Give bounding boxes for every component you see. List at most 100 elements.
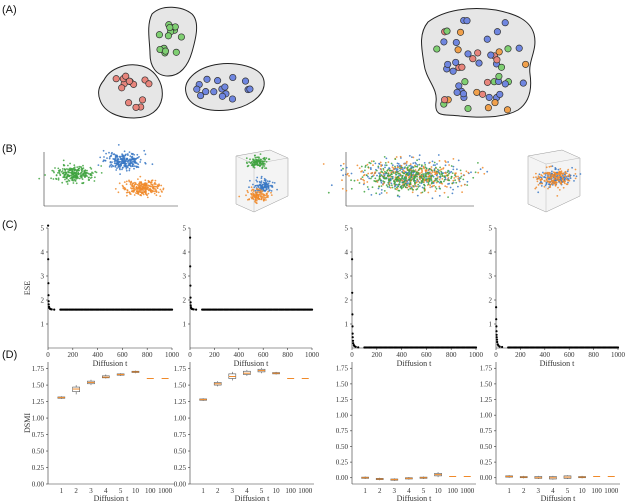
scatter-point-orange	[146, 196, 149, 199]
mixed-dot	[479, 90, 487, 98]
scatter-point-green	[86, 169, 88, 172]
scatter-point-green	[38, 177, 41, 180]
scatter-point-orange	[421, 169, 423, 172]
scatter-point-green	[414, 170, 416, 173]
scatter-point-blue	[109, 161, 112, 164]
scatter-point-blue	[418, 158, 421, 161]
scatter-point-green	[82, 174, 85, 177]
scatter-point-orange	[412, 156, 415, 159]
data-point	[474, 346, 478, 349]
scatter3d-point-orange	[262, 199, 265, 202]
scatter-point-green	[404, 186, 407, 188]
scatter-point-orange	[423, 179, 426, 182]
scatter3d-point-blue	[544, 184, 547, 187]
scatter-point-orange	[155, 191, 158, 194]
y-tick-label: 1.50	[174, 381, 187, 389]
y-tick-label: 0.50	[336, 443, 349, 451]
scatter-point-green	[401, 181, 404, 184]
mixed-dot	[473, 88, 481, 96]
scatter-point-blue	[447, 183, 449, 185]
scatter-point-orange	[427, 176, 429, 178]
x-tick-label: 100	[447, 487, 458, 495]
scatter-point-green	[77, 173, 80, 175]
scatter-point-orange	[133, 188, 136, 191]
scatter3d-point-green	[264, 159, 267, 161]
scatter3d-point-orange	[250, 193, 253, 196]
scatter-point-blue	[114, 159, 117, 162]
scatter-point-green	[394, 165, 396, 168]
scatter-point-green	[450, 177, 452, 180]
y-tick-label: 0.50	[32, 447, 45, 455]
scatter-point-green	[94, 176, 96, 179]
scatter-point-green	[395, 180, 398, 182]
scatter-point-orange	[376, 181, 379, 183]
x-tick-label: 400	[234, 351, 245, 359]
data-point	[351, 332, 354, 335]
scatter3d-point-orange	[537, 184, 540, 186]
scatter-point-green	[383, 156, 386, 158]
y-tick-label: 3	[345, 272, 349, 280]
data-point	[616, 346, 620, 349]
scatter-point-green	[421, 191, 424, 194]
scatter3d-point-orange	[250, 196, 253, 199]
y-tick-label: 3	[489, 272, 493, 280]
scatter3d-point-orange	[545, 178, 548, 181]
scatter-point-orange	[370, 160, 373, 163]
x-tick-label: 1000	[158, 487, 173, 495]
scatter-point-orange	[477, 171, 480, 174]
cluster-dot	[203, 75, 211, 83]
scatter3d-point-orange	[554, 171, 557, 174]
scatter-point-green	[430, 169, 433, 172]
panel-label-a: (A)	[2, 4, 17, 16]
scatter-point-orange	[452, 158, 455, 160]
scatter-point-blue	[377, 187, 380, 190]
y-tick-label: 1.00	[480, 412, 493, 420]
scatter-point-orange	[372, 164, 374, 167]
scatter-point-orange	[151, 183, 154, 186]
scatter-point-orange	[139, 175, 142, 178]
scatter-point-orange	[452, 179, 455, 182]
scatter-point-blue	[391, 164, 394, 167]
scatter-point-green	[58, 169, 61, 172]
scatter3d-point-orange	[550, 165, 552, 168]
scatter-point-orange	[129, 193, 132, 196]
scatter3d-point-orange	[557, 186, 559, 189]
scatter-point-green	[398, 167, 401, 170]
scatter-point-orange	[160, 184, 163, 187]
scatter-point-green	[63, 171, 66, 174]
scatter-point-orange	[348, 175, 350, 177]
scatter-point-orange	[397, 166, 399, 169]
scatter-point-green	[405, 176, 407, 179]
y-axis-label: DSMI	[23, 413, 32, 433]
scatter-point-orange	[411, 191, 414, 194]
blob-cluster-b	[148, 6, 198, 77]
scatter-point-green	[68, 169, 71, 172]
scatter-point-green	[66, 180, 69, 183]
scatter3d-point-green	[252, 158, 255, 161]
scatter-point-orange	[435, 172, 438, 175]
scatter-point-green	[430, 175, 432, 178]
y-tick-label: 4	[41, 248, 45, 256]
scatter-point-green	[80, 175, 83, 178]
scatter-point-green	[365, 174, 368, 177]
scatter-point-orange	[143, 188, 146, 190]
chart-d3: 0.00 0.25 0.50 0.75 1.00 1.25 1.50 1.75 1 2 3 4 5 10 1…	[336, 362, 476, 502]
scatter-point-orange	[441, 178, 444, 180]
scatter3d-point-orange	[562, 177, 565, 180]
scatter-point-green	[447, 179, 450, 182]
scatter-point-orange	[118, 182, 121, 185]
mixed-dot	[522, 60, 530, 68]
scatter-point-green	[433, 169, 436, 172]
scatter-point-orange	[429, 184, 431, 187]
mixed-dot	[469, 55, 477, 63]
scatter-point-green	[383, 190, 386, 192]
scatter-point-green	[424, 164, 427, 166]
scatter-point-orange	[367, 172, 370, 175]
scatter-point-green	[428, 177, 431, 180]
scatter-point-blue	[127, 162, 129, 164]
scatter-point-blue	[342, 174, 344, 177]
scatter-point-blue	[121, 153, 123, 156]
scatter-point-green	[401, 177, 404, 180]
scatter3d-point-green	[261, 162, 264, 164]
scatter-point-blue	[119, 155, 121, 158]
